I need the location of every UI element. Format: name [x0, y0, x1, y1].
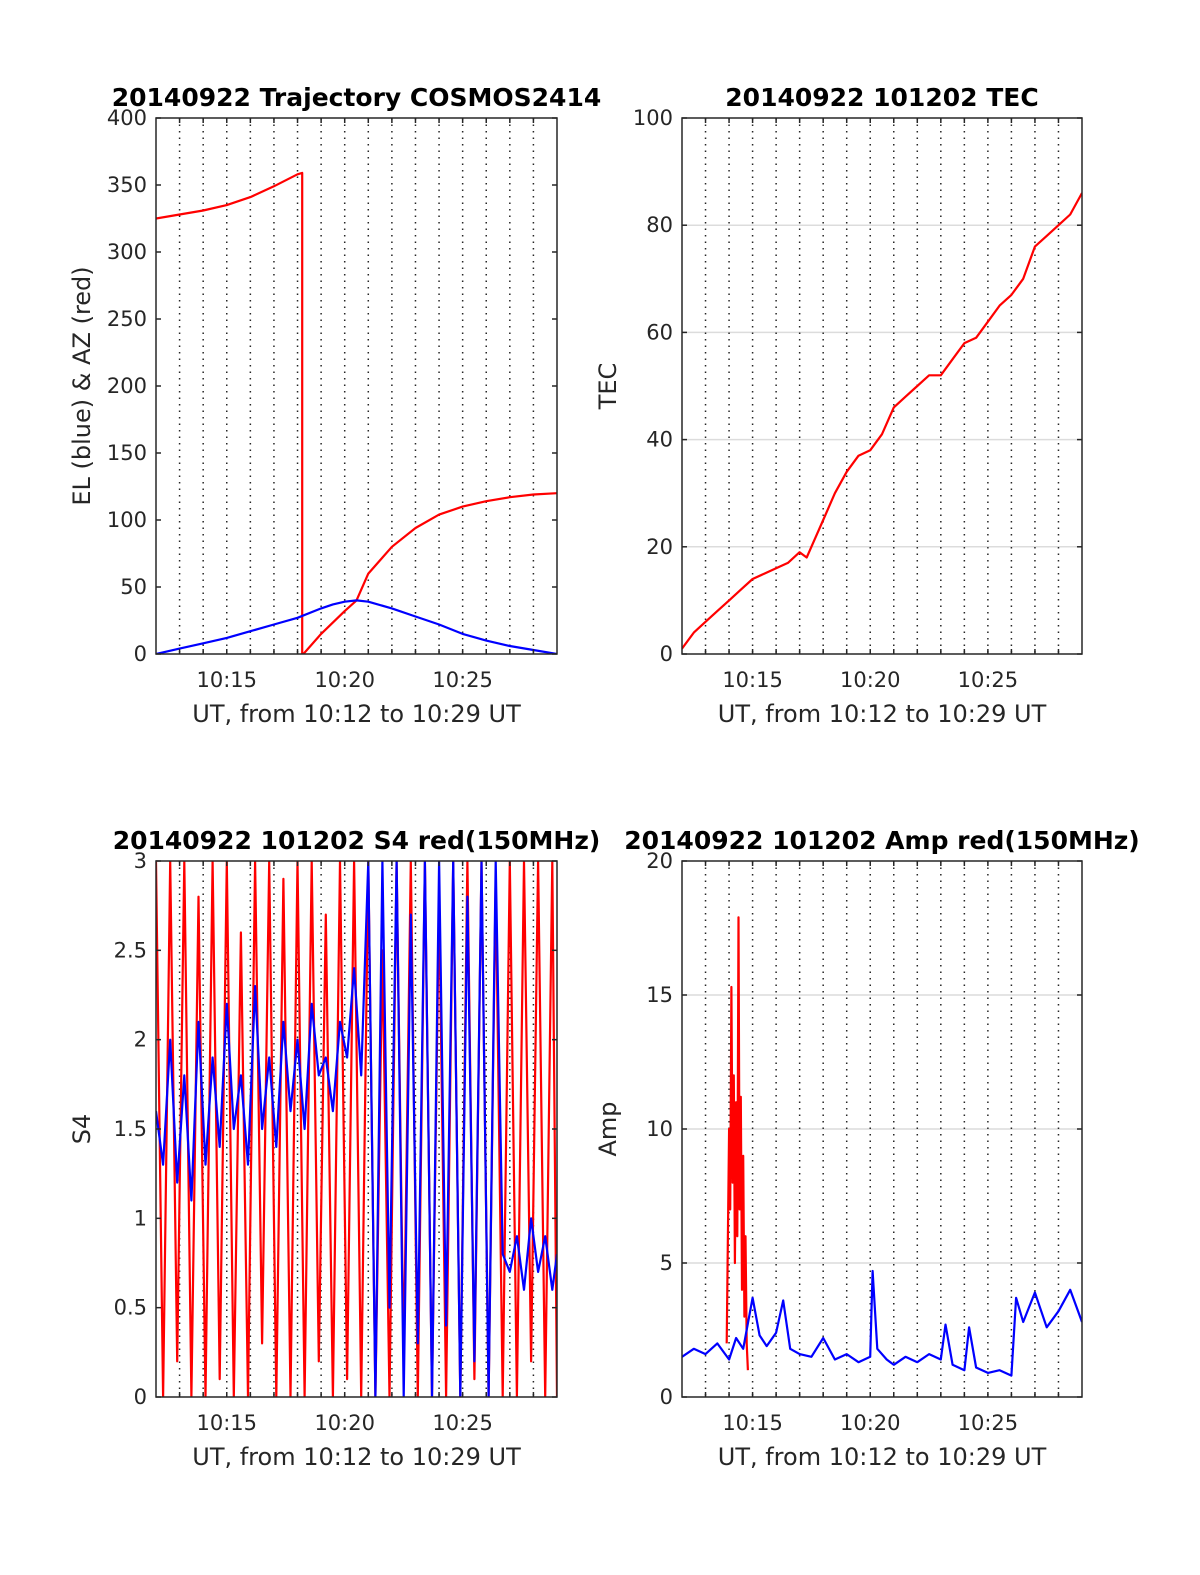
x-tick-label: 10:25: [958, 1411, 1019, 1435]
chart-title: 20140922 101202 Amp red(150MHz): [624, 826, 1140, 855]
x-tick-label: 10:15: [196, 1411, 257, 1435]
plot-area: [156, 118, 557, 654]
chart-title: 20140922 Trajectory COSMOS2414: [112, 83, 602, 112]
y-tick-label: 100: [107, 508, 147, 532]
series-line-2: [682, 1269, 1082, 1377]
series-group: [156, 861, 557, 1397]
y-tick-label: 0: [660, 1385, 673, 1409]
plot-area: [682, 118, 1082, 654]
y-tick-label: 200: [107, 374, 147, 398]
series-group: [156, 171, 557, 654]
series-line-2: [156, 599, 557, 654]
y-tick-label: 10: [646, 1117, 673, 1141]
y-tick-label: 300: [107, 240, 147, 264]
y-tick-label: 0: [134, 642, 147, 666]
y-tick-label: 1: [134, 1206, 147, 1230]
x-axis-label: UT, from 10:12 to 10:29 UT: [192, 1443, 521, 1471]
series-line-1: [682, 192, 1082, 650]
chart-panel-1: 0 50 100 150 200 250 300 350 400 10:15 10:20 10:25 2…: [68, 83, 601, 728]
x-tick-label: 10:20: [840, 668, 901, 692]
y-tick-label: 350: [107, 173, 147, 197]
y-tick-label: 0: [660, 642, 673, 666]
chart-panel-4: 0 5 10 15 20 10:15 10:20 10:25 20140922 101202 A…: [594, 826, 1140, 1471]
y-tick-label: 2.5: [114, 938, 147, 962]
y-tick-label: 50: [120, 575, 147, 599]
x-tick-label: 10:15: [196, 668, 257, 692]
x-tick-label: 10:15: [722, 668, 783, 692]
y-axis-label: S4: [68, 1114, 96, 1145]
y-tick-label: 0.5: [114, 1296, 147, 1320]
y-tick-label: 15: [646, 983, 673, 1007]
series-line-2: [156, 861, 557, 1397]
series-line-1: [156, 171, 557, 654]
x-axis-label: UT, from 10:12 to 10:29 UT: [192, 700, 521, 728]
chart-panel-3: 0 0.5 1 1.5 2 2.5 3 10:15 10:20 10:25 20140922 101…: [68, 826, 600, 1471]
y-tick-label: 2: [134, 1028, 147, 1052]
y-tick-label: 20: [646, 849, 673, 873]
x-tick-label: 10:20: [840, 1411, 901, 1435]
x-axis-label: UT, from 10:12 to 10:29 UT: [718, 700, 1047, 728]
y-tick-label: 1.5: [114, 1117, 147, 1141]
y-tick-label: 40: [646, 428, 673, 452]
y-tick-label: 150: [107, 441, 147, 465]
y-tick-label: 250: [107, 307, 147, 331]
y-tick-label: 400: [107, 106, 147, 130]
chart-title: 20140922 101202 TEC: [725, 83, 1038, 112]
chart-panel-2: 0 20 40 60 80 100 10:15 10:20 10:25 20140922 1012…: [594, 83, 1083, 728]
chart-title: 20140922 101202 S4 red(150MHz): [113, 826, 601, 855]
x-tick-label: 10:25: [432, 1411, 493, 1435]
series-line-1: [725, 916, 749, 1371]
y-axis-label: Amp: [594, 1101, 622, 1156]
y-tick-label: 80: [646, 213, 673, 237]
y-tick-label: 60: [646, 320, 673, 344]
x-tick-label: 10:25: [958, 668, 1019, 692]
x-tick-label: 10:20: [314, 1411, 375, 1435]
x-axis-label: UT, from 10:12 to 10:29 UT: [718, 1443, 1047, 1471]
series-group: [682, 192, 1082, 650]
x-tick-label: 10:15: [722, 1411, 783, 1435]
y-tick-label: 5: [660, 1251, 673, 1275]
x-tick-label: 10:25: [432, 668, 493, 692]
y-axis-label: EL (blue) & AZ (red): [68, 266, 96, 505]
x-tick-label: 10:20: [314, 668, 375, 692]
y-tick-label: 100: [633, 106, 673, 130]
y-tick-label: 0: [134, 1385, 147, 1409]
series-group: [682, 916, 1082, 1377]
y-axis-label: TEC: [594, 363, 622, 411]
y-tick-label: 20: [646, 535, 673, 559]
y-tick-label: 3: [134, 849, 147, 873]
axes-frame: [681, 117, 1083, 655]
